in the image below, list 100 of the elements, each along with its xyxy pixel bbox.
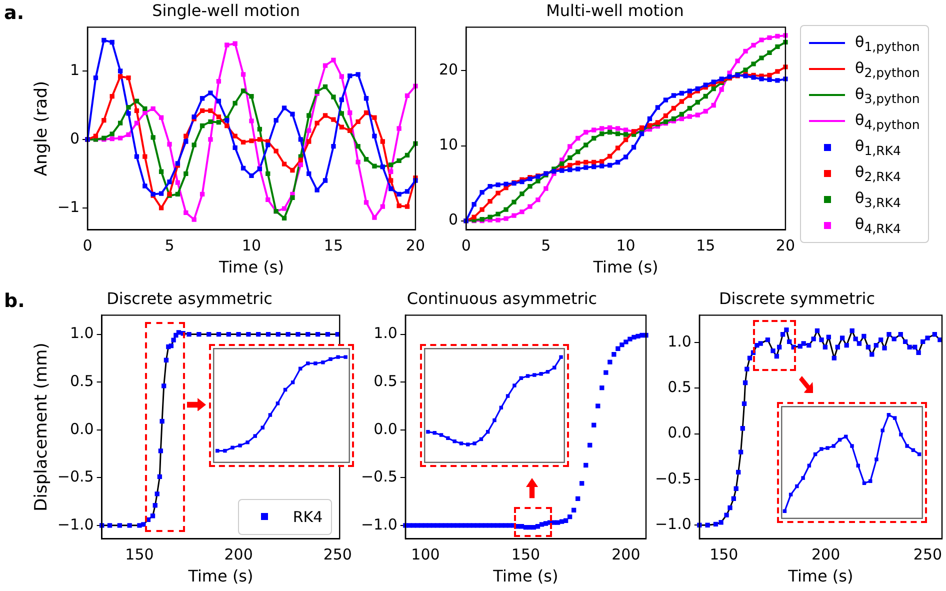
point	[118, 120, 123, 126]
point	[141, 522, 146, 527]
y-tick-label: 0.5	[374, 372, 398, 390]
point	[200, 108, 205, 114]
point	[687, 114, 692, 119]
point	[257, 126, 262, 132]
point	[339, 97, 344, 102]
point	[536, 178, 540, 184]
point	[705, 522, 710, 528]
point	[623, 132, 628, 137]
point	[413, 178, 418, 183]
x-tick-label: 200	[612, 546, 640, 564]
point	[142, 106, 148, 111]
point	[496, 182, 500, 188]
point	[925, 336, 930, 340]
point	[811, 336, 816, 342]
point	[466, 442, 470, 447]
point	[266, 332, 271, 337]
point	[504, 216, 508, 221]
point	[322, 178, 328, 183]
point	[142, 154, 148, 159]
point	[240, 140, 246, 145]
point	[192, 217, 196, 222]
point	[184, 210, 188, 216]
point	[286, 332, 290, 337]
point	[322, 84, 328, 90]
y-tick-label: −0.5	[654, 469, 692, 488]
point	[306, 128, 312, 133]
point	[192, 142, 196, 148]
point	[492, 418, 496, 422]
point	[599, 126, 604, 131]
point	[150, 135, 156, 140]
point	[167, 180, 172, 184]
point	[738, 450, 744, 454]
point	[592, 164, 596, 170]
point	[200, 123, 205, 128]
point	[266, 171, 270, 176]
point	[215, 449, 220, 453]
point	[512, 200, 516, 204]
x-tick-label: 150	[511, 546, 540, 564]
point	[134, 120, 140, 126]
point	[822, 344, 828, 350]
point	[874, 458, 878, 462]
point	[905, 444, 909, 448]
point	[874, 342, 878, 348]
point	[236, 332, 241, 337]
point	[150, 514, 156, 518]
point	[167, 142, 172, 147]
point	[639, 125, 644, 130]
legend-label: θ$_{4,RK4}$	[855, 214, 901, 236]
point	[880, 428, 885, 433]
point	[249, 138, 254, 144]
point	[404, 204, 410, 209]
point	[832, 444, 836, 448]
point	[110, 94, 114, 99]
point	[208, 108, 213, 114]
point	[249, 94, 254, 99]
point	[249, 118, 254, 124]
point	[504, 182, 508, 186]
y-tick-label: 0.0	[70, 420, 94, 438]
point	[110, 40, 114, 45]
x-tick-label: 150	[125, 546, 154, 564]
point	[806, 342, 812, 348]
point	[268, 413, 272, 418]
point	[404, 93, 410, 98]
point	[862, 334, 866, 339]
point	[623, 137, 628, 142]
point	[126, 132, 131, 137]
point	[339, 124, 344, 130]
chart-title: Discrete symmetric	[718, 288, 876, 308]
point	[774, 354, 780, 359]
point	[290, 168, 295, 173]
point	[576, 166, 580, 172]
point	[356, 160, 360, 164]
point	[184, 139, 188, 144]
point	[759, 56, 764, 60]
point	[266, 197, 270, 202]
point	[663, 113, 668, 118]
point	[671, 93, 676, 98]
x-tick-label: 5	[541, 236, 551, 255]
x-tick-label: 200	[811, 546, 840, 564]
point	[742, 380, 748, 386]
point	[276, 402, 280, 406]
y-tick-label: 20	[438, 60, 458, 79]
point	[356, 119, 360, 124]
x-tick-label: 250	[913, 546, 942, 564]
point	[226, 332, 231, 337]
point	[734, 486, 738, 491]
point	[274, 148, 278, 154]
point	[196, 332, 202, 337]
point	[331, 144, 336, 149]
point	[568, 155, 572, 160]
point	[339, 111, 344, 116]
point	[623, 154, 628, 160]
y-axis-title: Displacement (mm)	[32, 342, 52, 512]
point	[512, 213, 516, 218]
point	[870, 352, 874, 357]
point	[814, 328, 820, 334]
point	[506, 394, 510, 398]
x-axis-title: Time (s)	[218, 258, 284, 277]
